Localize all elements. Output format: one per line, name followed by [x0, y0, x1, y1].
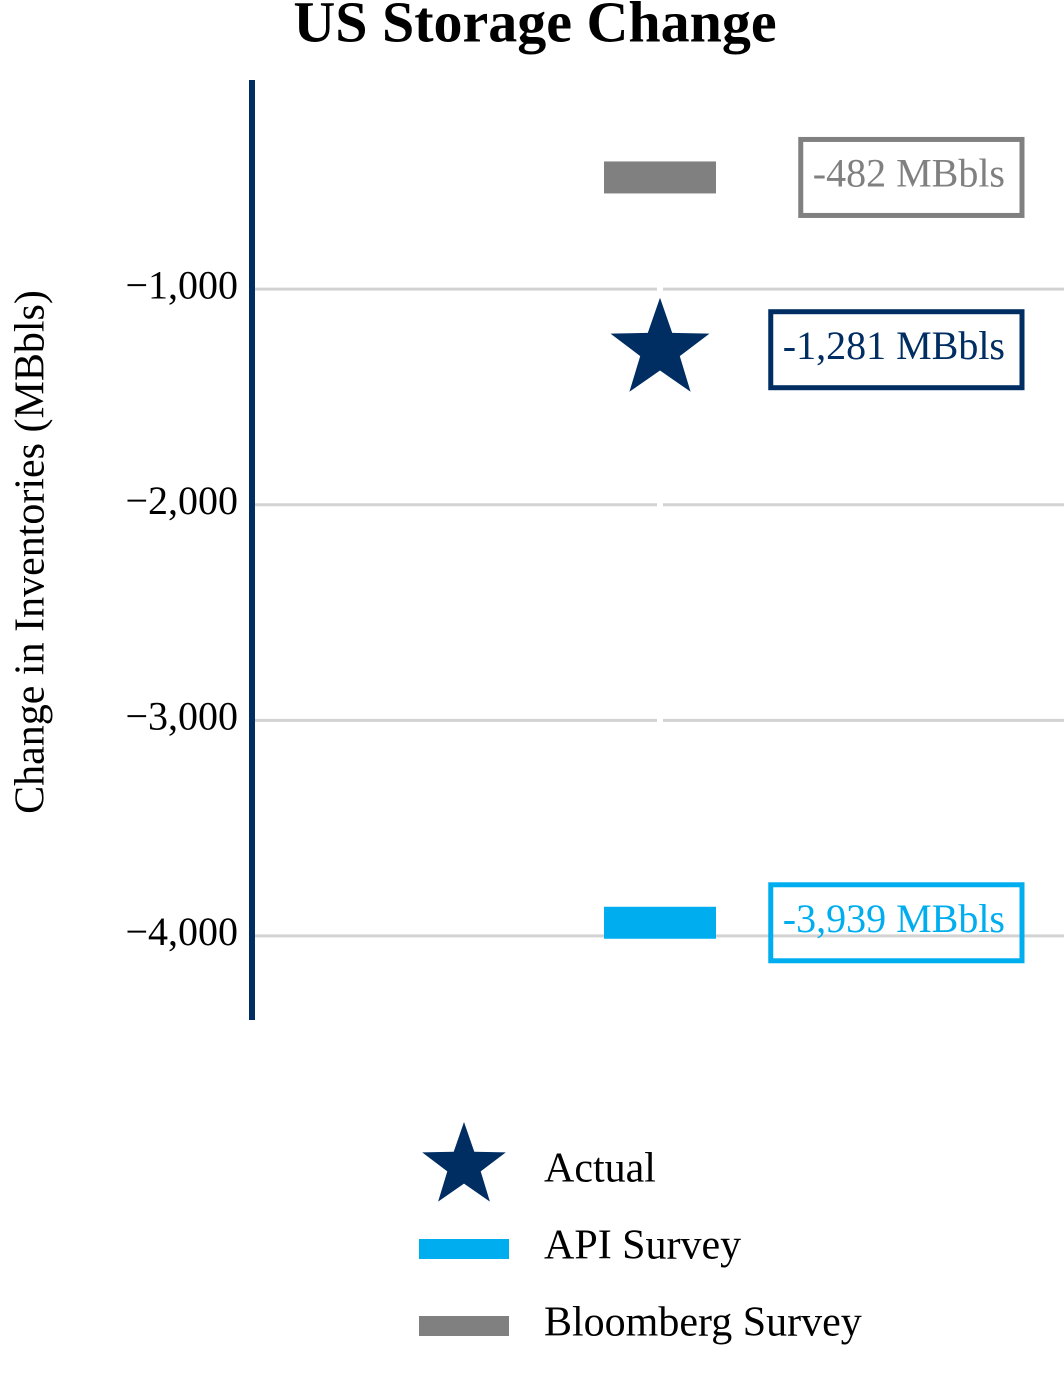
chart-title: US Storage Change	[293, 0, 776, 54]
star-marker	[610, 297, 710, 392]
y-tick-label: −4,000	[125, 909, 238, 954]
legend-label: API Survey	[544, 1223, 741, 1269]
value-label-box	[768, 309, 1025, 391]
y-tick-label: −3,000	[125, 693, 238, 738]
legend-marker	[422, 1122, 506, 1202]
value-label-box	[768, 882, 1025, 964]
y-tick-label: −1,000	[125, 262, 238, 307]
value-label-box	[798, 136, 1025, 218]
legend-label: Actual	[544, 1146, 656, 1192]
y-tick-label: −2,000	[125, 478, 238, 523]
legend-label: Bloomberg Survey	[544, 1300, 862, 1346]
value-label: -3,939 MBbls	[783, 896, 1005, 941]
bar-marker	[604, 161, 716, 194]
legend-marker	[419, 1316, 509, 1336]
y-axis-title: Change in Inventories (MBbls)	[8, 290, 54, 814]
value-label: -482 MBbls	[813, 151, 1005, 196]
bar-marker	[604, 906, 716, 939]
legend-marker	[419, 1239, 509, 1259]
value-label: -1,281 MBbls	[783, 323, 1005, 368]
